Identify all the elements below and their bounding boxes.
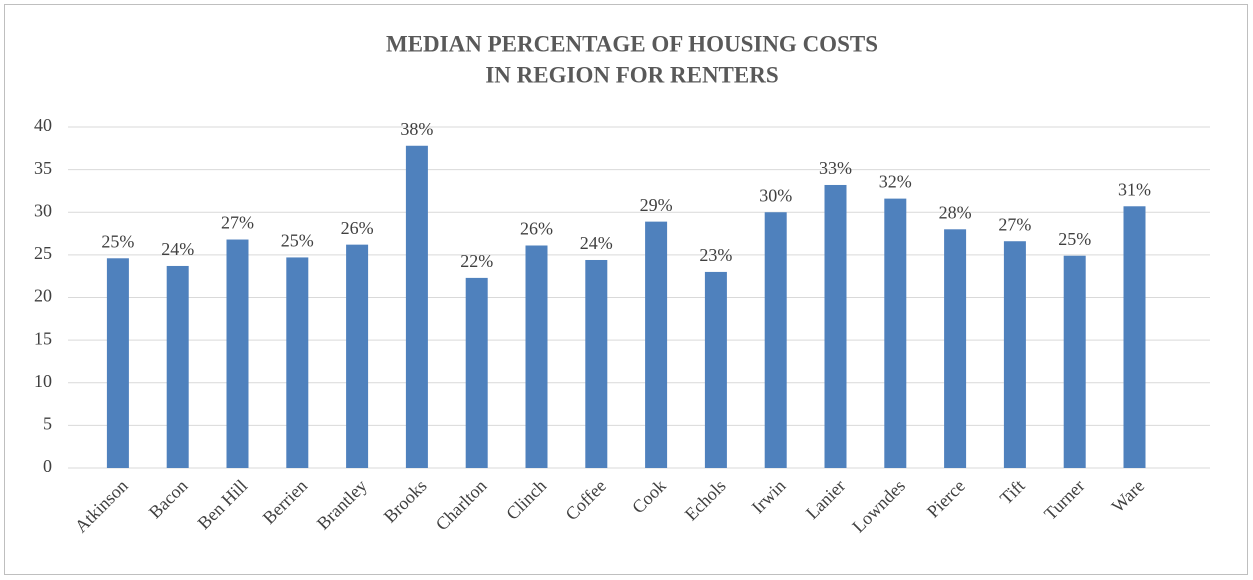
bar bbox=[166, 265, 189, 468]
value-label: 31% bbox=[1118, 179, 1151, 199]
value-label: 25% bbox=[281, 231, 314, 251]
y-tick-label: 20 bbox=[34, 286, 52, 306]
bar bbox=[346, 244, 369, 468]
bar bbox=[1003, 241, 1026, 468]
bar bbox=[884, 198, 907, 469]
y-tick-label: 30 bbox=[34, 200, 52, 220]
bar bbox=[465, 277, 488, 468]
y-tick-label: 35 bbox=[34, 158, 52, 178]
value-label: 26% bbox=[341, 218, 374, 238]
value-label: 33% bbox=[819, 158, 852, 178]
chart-title: MEDIAN PERCENTAGE OF HOUSING COSTS bbox=[386, 31, 878, 56]
bar bbox=[1063, 255, 1086, 468]
y-tick-label: 10 bbox=[34, 371, 52, 391]
bar bbox=[944, 229, 967, 468]
value-label: 27% bbox=[998, 214, 1031, 234]
value-label: 27% bbox=[221, 213, 254, 233]
value-label: 28% bbox=[939, 202, 972, 222]
value-label: 22% bbox=[460, 251, 493, 271]
value-label: 30% bbox=[759, 185, 792, 205]
value-label: 25% bbox=[101, 231, 134, 251]
chart-title: IN REGION FOR RENTERS bbox=[485, 62, 778, 87]
bar bbox=[286, 257, 309, 468]
bar bbox=[106, 258, 129, 468]
y-tick-label: 0 bbox=[43, 456, 52, 476]
y-tick-label: 5 bbox=[43, 414, 52, 434]
y-tick-label: 25 bbox=[34, 243, 52, 263]
chart-border bbox=[4, 4, 1248, 575]
bar bbox=[764, 212, 787, 468]
value-label: 29% bbox=[640, 195, 673, 215]
value-label: 26% bbox=[520, 219, 553, 239]
value-label: 32% bbox=[879, 172, 912, 192]
bar bbox=[226, 239, 249, 468]
y-tick-label: 40 bbox=[34, 115, 52, 135]
bar bbox=[405, 145, 428, 468]
bar bbox=[1123, 206, 1146, 468]
value-label: 25% bbox=[1058, 229, 1091, 249]
bar bbox=[824, 184, 847, 468]
bar bbox=[704, 271, 727, 468]
bar bbox=[585, 259, 608, 468]
bar bbox=[645, 221, 668, 468]
value-label: 38% bbox=[400, 119, 433, 139]
value-label: 24% bbox=[161, 239, 194, 259]
value-label: 24% bbox=[580, 233, 613, 253]
bar bbox=[525, 245, 548, 468]
y-tick-label: 15 bbox=[34, 328, 52, 348]
value-label: 23% bbox=[699, 245, 732, 265]
